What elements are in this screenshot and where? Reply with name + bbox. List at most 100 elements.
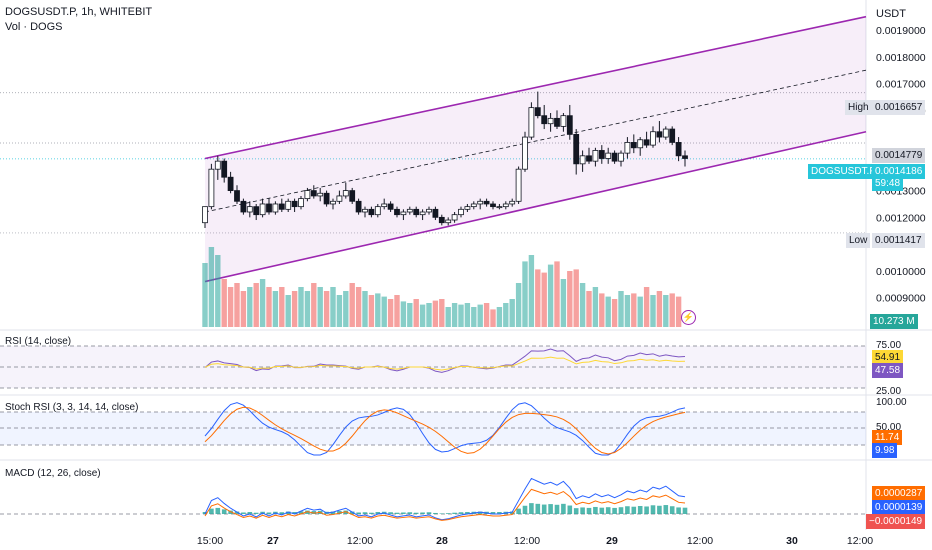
candle-body <box>509 200 516 205</box>
volume-value-tag: 10.273 M <box>870 314 918 329</box>
candle-body <box>291 200 298 208</box>
volume-bar <box>554 261 560 327</box>
macd-histogram-bar <box>605 507 611 514</box>
macd-histogram-bar <box>465 512 470 514</box>
volume-bar <box>631 293 637 327</box>
alert-icon[interactable]: ⚡ <box>681 310 696 325</box>
candle-body <box>477 200 484 205</box>
indicator-layer <box>0 345 866 521</box>
macd-histogram-bar <box>221 509 227 514</box>
macd-histogram-bar <box>593 506 598 514</box>
volume-bar <box>247 287 253 327</box>
candle-body <box>406 208 413 213</box>
stoch-k-value: 9.98 <box>872 443 898 458</box>
candle-body <box>304 190 311 200</box>
macd-histogram-bar <box>247 512 253 514</box>
time-tick-label: 27 <box>267 535 279 547</box>
candle-body <box>266 203 272 213</box>
rsi-line <box>204 348 686 373</box>
candle-body <box>451 214 458 221</box>
volume-bar <box>663 295 669 327</box>
volume-bar <box>503 303 509 327</box>
macd-hist-value: −0.0000149 <box>866 514 926 529</box>
volume-bar <box>490 309 496 327</box>
volume-bar <box>291 291 298 327</box>
macd-signal-line <box>204 488 686 521</box>
last-symbol-tag: DOGSUSDT.P <box>808 164 880 179</box>
macd-histogram-bar <box>253 512 259 514</box>
rsi-ma-line <box>204 356 686 371</box>
volume-bar <box>477 304 483 327</box>
macd-histogram-bar <box>420 512 425 514</box>
macd-histogram-bar <box>311 511 317 514</box>
macd-histogram-bar <box>516 508 521 514</box>
candle-body <box>675 142 682 157</box>
volume-bar <box>458 304 464 327</box>
macd-histogram-bar <box>490 512 496 514</box>
macd-histogram-bar <box>548 504 553 514</box>
candle-body <box>355 200 362 213</box>
candle-body <box>515 168 522 202</box>
candle-body <box>432 208 439 218</box>
volume-bar <box>355 287 362 327</box>
macd-histogram-bar <box>292 512 297 514</box>
candle-body <box>298 198 304 208</box>
candle-body <box>637 139 644 149</box>
candle-body <box>682 155 688 159</box>
macd-histogram-bar <box>407 512 413 514</box>
macd-histogram-bar <box>401 512 406 514</box>
volume-bar <box>381 296 387 327</box>
candle-body <box>490 203 496 208</box>
macd-histogram-bar <box>477 511 483 514</box>
macd-signal-value: 0.0000287 <box>872 486 926 501</box>
currency-label: USDT <box>876 8 906 20</box>
volume-bar <box>387 299 394 327</box>
high-value-tag: 0.0016657 <box>872 100 926 115</box>
volume-bar <box>221 279 227 327</box>
candle-body <box>528 107 535 138</box>
volume-bar <box>515 283 522 327</box>
symbol-title: DOGSUSDT.P, 1h, WHITEBIT <box>5 6 153 18</box>
macd-histogram-bar <box>650 505 656 514</box>
price-tick-label: 0.0009000 <box>876 293 926 305</box>
candle-body <box>547 117 554 125</box>
candle-body <box>336 195 343 202</box>
candle-body <box>464 206 471 210</box>
macd-histogram-bar <box>215 507 221 514</box>
candle-body <box>598 150 605 159</box>
macd-histogram-bar <box>586 507 592 514</box>
candle-body <box>438 216 445 224</box>
background-layer <box>0 0 932 530</box>
volume-bar <box>535 269 541 327</box>
macd-histogram-bar <box>298 511 304 514</box>
macd-histogram-bar <box>541 504 547 514</box>
candle-body <box>419 211 426 216</box>
macd-histogram-bar <box>509 511 515 514</box>
rsi-ma-value: 54.91 <box>872 350 904 365</box>
candle-body <box>541 115 548 125</box>
volume-bar <box>650 295 656 327</box>
volume-bar <box>259 279 266 327</box>
candle-body <box>579 155 586 165</box>
low-value-tag: 0.0011417 <box>872 233 925 248</box>
volume-bar <box>202 263 208 327</box>
volume-bar <box>579 283 586 327</box>
volume-bar <box>419 304 426 327</box>
volume-bar <box>304 291 311 327</box>
macd-histogram-bar <box>458 512 464 514</box>
time-tick-label: 12:00 <box>687 535 713 547</box>
stoch-band <box>0 412 866 445</box>
stoch-k-line <box>204 402 686 456</box>
low-label-tag: Low <box>846 233 871 248</box>
macd-histogram-bar <box>612 507 617 514</box>
macd-histogram-bar <box>234 511 240 514</box>
candle-body <box>221 160 228 178</box>
macd-histogram-bar <box>625 506 630 514</box>
volume-bar <box>637 296 643 327</box>
volume-bar <box>343 291 349 327</box>
volume-bar <box>618 291 624 327</box>
candle-body <box>669 128 676 143</box>
candle-body <box>502 203 509 208</box>
